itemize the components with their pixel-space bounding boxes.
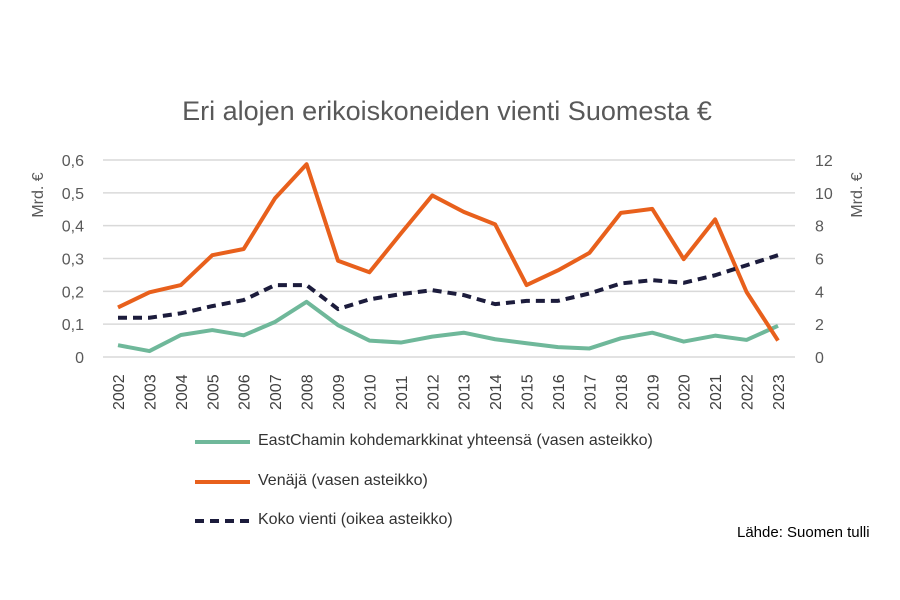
x-tick: 2015 bbox=[520, 374, 537, 410]
y-axis-right-label: Mrd. € bbox=[849, 172, 866, 217]
legend-label-eastchem: EastChamin kohdemarkkinat yhteensä (vase… bbox=[258, 432, 653, 449]
y-tick-left: 0,1 bbox=[62, 317, 84, 334]
series-line-2 bbox=[118, 253, 779, 320]
x-tick: 2016 bbox=[551, 374, 568, 410]
x-tick: 2004 bbox=[174, 374, 191, 410]
x-tick: 2010 bbox=[362, 374, 379, 410]
x-tick: 2009 bbox=[331, 374, 348, 410]
x-tick: 2022 bbox=[740, 374, 757, 410]
y-axis-left-label: Mrd. € bbox=[30, 172, 47, 217]
y-tick-left: 0 bbox=[75, 350, 84, 367]
x-tick: 2020 bbox=[677, 374, 694, 410]
y-tick-left: 0,5 bbox=[62, 186, 84, 203]
x-tick: 2012 bbox=[425, 374, 442, 410]
y-tick-right: 6 bbox=[815, 252, 824, 269]
y-tick-right: 0 bbox=[815, 350, 824, 367]
x-tick: 2005 bbox=[205, 374, 222, 410]
y-tick-left: 0,3 bbox=[62, 252, 84, 269]
x-tick: 2013 bbox=[457, 374, 474, 410]
chart-title: Eri alojen erikoiskoneiden vienti Suomes… bbox=[182, 96, 712, 126]
series-line-0 bbox=[117, 299, 779, 354]
x-tick: 2019 bbox=[645, 374, 662, 410]
x-tick: 2003 bbox=[142, 374, 159, 410]
y-tick-right: 8 bbox=[815, 219, 824, 236]
y-tick-left: 0,2 bbox=[62, 284, 84, 301]
y-tick-right: 10 bbox=[815, 186, 833, 203]
x-tick: 2002 bbox=[111, 374, 128, 410]
y-tick-right: 4 bbox=[815, 284, 824, 301]
source-note: Lähde: Suomen tulli bbox=[737, 524, 870, 541]
legend-label-venaja: Venäjä (vasen asteikko) bbox=[258, 472, 428, 489]
y-tick-left: 0,6 bbox=[62, 153, 84, 170]
x-tick: 2014 bbox=[488, 374, 505, 410]
x-tick: 2018 bbox=[614, 374, 631, 410]
x-tick: 2023 bbox=[771, 374, 788, 410]
x-tick: 2011 bbox=[394, 375, 411, 410]
series-line-1 bbox=[117, 162, 780, 342]
y-tick-left: 0,4 bbox=[62, 219, 84, 236]
x-tick: 2007 bbox=[268, 374, 285, 410]
y-tick-right: 12 bbox=[815, 153, 833, 170]
x-tick: 2017 bbox=[582, 374, 599, 410]
x-tick: 2008 bbox=[300, 374, 317, 410]
x-tick: 2006 bbox=[237, 374, 254, 410]
x-tick: 2021 bbox=[708, 374, 725, 410]
y-tick-right: 2 bbox=[815, 317, 824, 334]
legend-label-koko-vienti: Koko vienti (oikea asteikko) bbox=[258, 511, 453, 528]
